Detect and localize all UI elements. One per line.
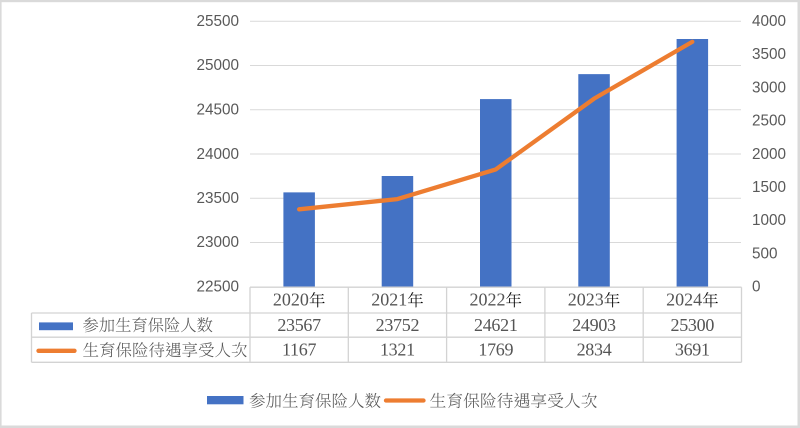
svg-text:500: 500	[752, 245, 778, 262]
svg-text:2834: 2834	[577, 340, 612, 360]
svg-text:25500: 25500	[196, 13, 239, 30]
svg-text:24000: 24000	[196, 146, 239, 163]
svg-text:2023: 2023	[568, 290, 604, 310]
svg-text:25300: 25300	[671, 315, 715, 335]
svg-text:2500: 2500	[752, 113, 786, 130]
svg-text:3500: 3500	[752, 46, 786, 63]
svg-text:2024: 2024	[666, 290, 702, 310]
svg-text:24500: 24500	[196, 102, 239, 119]
svg-text:2021: 2021	[371, 290, 407, 310]
svg-text:23500: 23500	[196, 190, 239, 207]
svg-text:4000: 4000	[752, 13, 786, 30]
svg-text:2022: 2022	[470, 290, 506, 310]
svg-text:3000: 3000	[752, 79, 786, 96]
svg-text:23567: 23567	[277, 315, 321, 335]
svg-text:2000: 2000	[752, 146, 786, 163]
svg-text:23000: 23000	[196, 234, 239, 251]
svg-text:25000: 25000	[196, 57, 239, 74]
svg-text:1321: 1321	[380, 340, 415, 360]
svg-text:23752: 23752	[376, 315, 420, 335]
svg-text:24621: 24621	[474, 315, 518, 335]
svg-text:3691: 3691	[675, 340, 710, 360]
svg-text:0: 0	[752, 279, 761, 296]
svg-text:2020: 2020	[273, 290, 309, 310]
svg-text:1769: 1769	[478, 340, 513, 360]
svg-text:22500: 22500	[196, 279, 239, 296]
svg-text:1000: 1000	[752, 212, 786, 229]
svg-text:1500: 1500	[752, 179, 786, 196]
svg-text:1167: 1167	[282, 340, 316, 360]
svg-text:24903: 24903	[572, 315, 616, 335]
